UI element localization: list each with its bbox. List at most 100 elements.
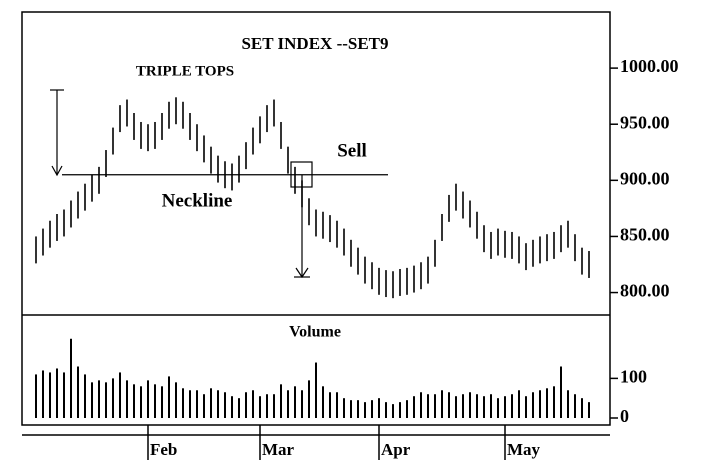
- volume-bar: [245, 392, 247, 418]
- volume-bar: [294, 386, 296, 418]
- volume-bar: [70, 338, 72, 418]
- sell-label: Sell: [337, 140, 367, 161]
- volume-bar: [189, 390, 191, 418]
- volume-bar: [497, 398, 499, 418]
- y-tick-label: 0: [620, 406, 629, 426]
- volume-bar: [448, 392, 450, 418]
- volume-bar: [581, 398, 583, 418]
- volume-bar: [238, 398, 240, 418]
- volume-bar: [231, 396, 233, 418]
- volume-bar: [462, 394, 464, 418]
- volume-bar: [518, 390, 520, 418]
- volume-bar: [112, 378, 114, 418]
- volume-bar: [315, 362, 317, 418]
- volume-bar: [84, 374, 86, 418]
- volume-bar: [56, 368, 58, 418]
- volume-bar: [63, 372, 65, 418]
- volume-bar: [266, 394, 268, 418]
- volume-bar: [35, 374, 37, 418]
- volume-bar: [385, 402, 387, 418]
- volume-bar: [133, 384, 135, 418]
- volume-bar: [168, 376, 170, 418]
- volume-bar: [399, 402, 401, 418]
- volume-bar: [357, 400, 359, 418]
- y-tick-label: 100: [620, 367, 647, 387]
- volume-bar: [420, 392, 422, 418]
- volume-bar: [287, 390, 289, 418]
- volume-bar: [476, 394, 478, 418]
- x-tick-label: Feb: [150, 440, 177, 459]
- volume-bar: [154, 384, 156, 418]
- volume-bar: [511, 394, 513, 418]
- volume-bar: [105, 382, 107, 418]
- frame: [21, 11, 611, 426]
- volume-bar: [350, 400, 352, 418]
- volume-bar: [469, 392, 471, 418]
- volume-bar: [343, 398, 345, 418]
- volume-bar: [483, 396, 485, 418]
- x-tick-label: May: [507, 440, 541, 459]
- x-tick-label: Mar: [262, 440, 295, 459]
- volume-bar: [42, 370, 44, 418]
- volume-bar: [441, 390, 443, 418]
- volume-bar: [210, 388, 212, 418]
- volume-bar: [455, 396, 457, 418]
- volume-bar: [224, 392, 226, 418]
- volume-bar: [525, 396, 527, 418]
- y-tick-label: 850.00: [620, 225, 670, 245]
- volume-bar: [119, 372, 121, 418]
- volume-bar: [126, 380, 128, 418]
- volume-bar: [273, 394, 275, 418]
- volume-bar: [532, 392, 534, 418]
- volume-bar: [301, 390, 303, 418]
- volume-bar: [546, 388, 548, 418]
- volume-bar: [252, 390, 254, 418]
- volume-bar: [182, 388, 184, 418]
- volume-bar: [91, 382, 93, 418]
- volume-bar: [280, 384, 282, 418]
- volume-bar: [77, 366, 79, 418]
- y-tick-label: 800.00: [620, 281, 670, 301]
- volume-bar: [147, 380, 149, 418]
- arrow-head: [51, 165, 63, 177]
- volume-bar: [364, 402, 366, 418]
- volume-bar: [413, 396, 415, 418]
- volume-bar: [504, 396, 506, 418]
- volume-bar: [336, 392, 338, 418]
- volume-bar: [378, 398, 380, 418]
- volume-bar: [49, 372, 51, 418]
- volume-bar: [98, 380, 100, 418]
- volume-bar: [560, 366, 562, 418]
- volume-bar: [553, 386, 555, 418]
- volume-bar: [259, 396, 261, 418]
- neckline-label: Neckline: [162, 190, 233, 211]
- arrow-head: [295, 267, 309, 279]
- volume-bar: [140, 386, 142, 418]
- volume-bar: [322, 386, 324, 418]
- volume-bar: [392, 404, 394, 418]
- y-tick-label: 950.00: [620, 112, 670, 132]
- volume-bar: [371, 400, 373, 418]
- volume-title: Volume: [289, 324, 341, 341]
- volume-bar: [406, 400, 408, 418]
- volume-bar: [161, 386, 163, 418]
- volume-bar: [574, 394, 576, 418]
- annotations: [50, 89, 313, 279]
- chart-title: SET INDEX --SET9: [241, 34, 388, 53]
- y-tick-label: 1000.00: [620, 56, 679, 76]
- y-tick-label: 900.00: [620, 168, 670, 188]
- volume-bar: [434, 394, 436, 418]
- x-tick-label: Apr: [381, 440, 411, 459]
- volume-bar: [567, 390, 569, 418]
- volume-bar: [308, 380, 310, 418]
- volume-bar: [588, 402, 590, 418]
- volume-bar: [175, 382, 177, 418]
- volume-bar: [329, 392, 331, 418]
- volume-bar: [427, 394, 429, 418]
- pattern-label: TRIPLE TOPS: [136, 63, 234, 79]
- volume-bar: [490, 394, 492, 418]
- volume-bar: [203, 394, 205, 418]
- volume-bar: [196, 390, 198, 418]
- volume-bar: [539, 390, 541, 418]
